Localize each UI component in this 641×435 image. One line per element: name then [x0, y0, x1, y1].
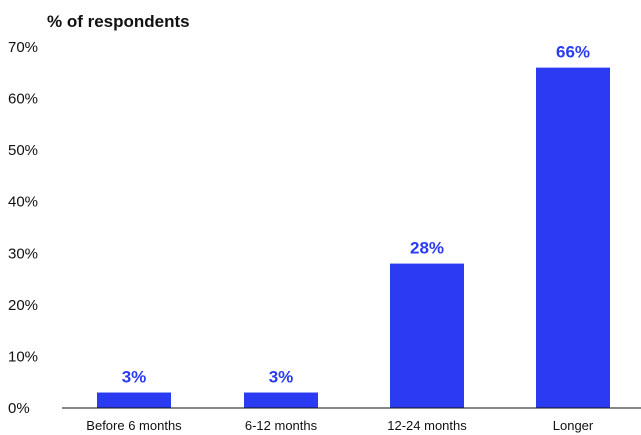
y-tick-label: 0% [8, 400, 30, 417]
y-axis-label: % of respondents [47, 12, 190, 31]
x-tick-label: Longer [553, 418, 594, 433]
x-tick-label: 12-24 months [387, 418, 467, 433]
x-tick-label: Before 6 months [86, 418, 182, 433]
bar-value-label: 28% [410, 239, 444, 258]
x-ticks: Before 6 months 6-12 months 12-24 months Lo… [86, 418, 594, 433]
data-labels: 3% 3% 28% 66% [122, 43, 590, 387]
bars [97, 67, 610, 408]
bar-value-label: 3% [122, 368, 147, 387]
y-tick-label: 70% [8, 39, 38, 56]
x-tick-label: 6-12 months [245, 418, 318, 433]
bar-value-label: 66% [556, 43, 590, 62]
y-tick-label: 20% [8, 297, 38, 314]
y-tick-label: 60% [8, 91, 38, 108]
y-tick-label: 40% [8, 194, 38, 211]
bar [390, 263, 464, 408]
bar [536, 67, 610, 408]
y-ticks: 0% 10% 20% 30% 40% 50% 60% 70% [8, 39, 38, 417]
bar [97, 392, 171, 408]
y-tick-label: 50% [8, 142, 38, 159]
bar [244, 392, 318, 408]
bar-value-label: 3% [269, 368, 294, 387]
y-tick-label: 30% [8, 245, 38, 262]
y-tick-label: 10% [8, 348, 38, 365]
